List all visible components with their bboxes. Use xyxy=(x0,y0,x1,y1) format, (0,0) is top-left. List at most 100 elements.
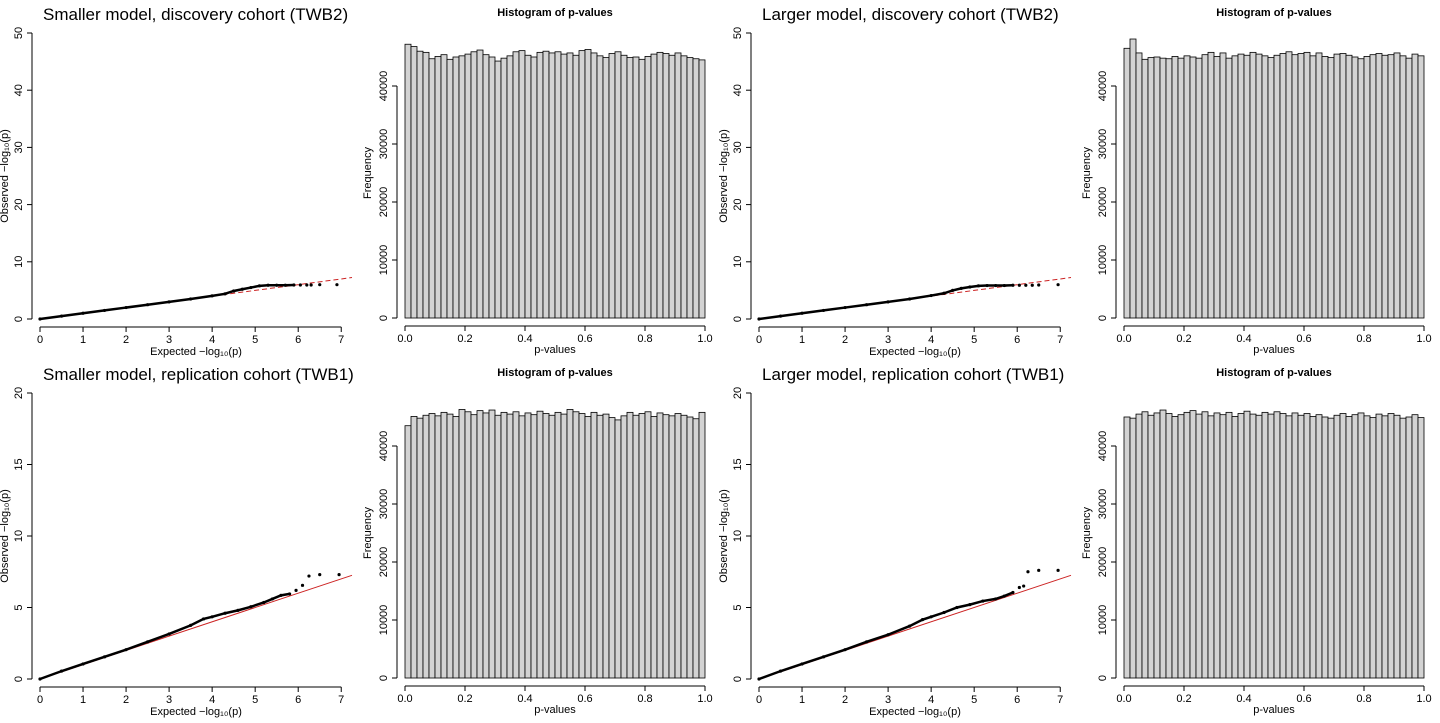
histogram-bar xyxy=(1417,417,1425,679)
y-axis-label: Frequency xyxy=(362,507,374,559)
histogram-bar xyxy=(1159,57,1167,319)
histogram-bar xyxy=(1411,53,1419,319)
histogram-bar xyxy=(506,55,514,319)
x-tick-label: 0.8 xyxy=(637,693,652,705)
histogram-bar xyxy=(422,414,430,679)
histogram-bar xyxy=(512,411,520,679)
y-tick-label: 0 xyxy=(378,315,390,321)
histogram-bar xyxy=(530,414,538,679)
data-point xyxy=(929,293,933,298)
x-tick-label: 0.4 xyxy=(1236,693,1251,705)
histogram-bar xyxy=(554,411,562,679)
data-point xyxy=(298,283,302,287)
histogram-bar xyxy=(1399,55,1407,319)
histogram-bar xyxy=(410,416,418,679)
histogram-bar xyxy=(512,51,520,319)
histogram-bar xyxy=(404,43,412,319)
histogram-bar xyxy=(608,53,616,319)
histogram-bar xyxy=(440,411,448,679)
histogram-bar xyxy=(1177,57,1185,319)
chart-title: Histogram of p-values xyxy=(1216,367,1332,379)
x-tick-label: 0.2 xyxy=(457,693,472,705)
x-tick-label: 6 xyxy=(1014,334,1020,346)
histogram-bar xyxy=(560,53,568,319)
histogram-bar xyxy=(500,411,508,679)
histogram-bar xyxy=(1303,51,1311,319)
histogram-bar xyxy=(428,413,436,679)
histogram-bar xyxy=(494,414,502,679)
histogram-bar xyxy=(1267,57,1275,319)
y-tick-label: 30 xyxy=(732,141,744,153)
x-tick-label: 1 xyxy=(80,334,86,346)
data-point xyxy=(59,669,64,673)
data-point xyxy=(210,294,214,298)
data-point xyxy=(757,317,761,321)
x-tick-label: 0.4 xyxy=(517,333,532,345)
y-axis-label: Frequency xyxy=(1081,147,1093,199)
x-tick-label: 0.6 xyxy=(1296,333,1311,345)
histogram-bar xyxy=(1141,58,1149,319)
x-axis-label: p-values xyxy=(534,344,576,356)
y-tick-label: 40000 xyxy=(378,431,390,462)
hist-small-discovery: Histogram of p-values 0.0 0.2 0.4 0.6 0.8 1.0 p… xyxy=(362,7,713,356)
y-tick-label: 0 xyxy=(1097,675,1109,681)
histogram-bar xyxy=(698,411,706,679)
x-tick-label: 3 xyxy=(885,694,891,706)
histogram-bar xyxy=(1153,412,1161,679)
x-tick-label: 0.2 xyxy=(1176,333,1191,345)
hist-small-replication: Histogram of p-values 0.0 0.2 0.4 0.6 0.8 1.0 p… xyxy=(362,367,713,716)
data-point xyxy=(968,603,972,607)
histogram-bar xyxy=(1213,56,1221,319)
histogram-bar xyxy=(578,413,586,679)
data-point xyxy=(305,283,309,287)
data-point xyxy=(942,291,946,295)
histogram-bar xyxy=(464,53,472,319)
histogram-bar xyxy=(572,54,580,319)
histogram-bar xyxy=(464,411,472,679)
histogram-bar xyxy=(1201,411,1209,679)
histogram-bar xyxy=(446,58,454,319)
y-tick-label: 40 xyxy=(13,84,25,96)
x-tick-label: 0.8 xyxy=(1356,693,1371,705)
histogram-bar xyxy=(692,418,700,679)
y-tick-label: 50 xyxy=(13,27,25,39)
histogram-bar xyxy=(698,59,706,319)
y-tick-label: 20 xyxy=(13,198,25,210)
qq-small-replication: Smaller model, replication cohort (TWB1)… xyxy=(0,365,354,718)
histogram-bar xyxy=(1207,415,1215,679)
histogram-bar xyxy=(1405,57,1413,319)
histogram-bar xyxy=(1171,56,1179,319)
histogram-bar xyxy=(602,413,610,679)
data-point xyxy=(223,292,227,296)
data-point xyxy=(1011,590,1015,595)
data-point xyxy=(266,283,270,287)
histogram-bar xyxy=(1315,414,1323,679)
x-tick-label: 5 xyxy=(252,334,258,346)
data-point xyxy=(843,648,847,652)
histogram-bar xyxy=(1183,55,1191,319)
histogram-bar xyxy=(1141,411,1149,679)
x-axis-label: Expected −log₁₀(p) xyxy=(869,706,961,718)
x-tick-label: 2 xyxy=(123,334,129,346)
histogram-bar xyxy=(542,413,550,679)
histogram-bar xyxy=(1237,53,1245,319)
histogram-bar xyxy=(1231,55,1239,319)
y-tick-label: 10 xyxy=(732,256,744,268)
data-point xyxy=(102,655,107,659)
histogram-bar xyxy=(458,55,466,319)
x-tick-label: 7 xyxy=(338,694,344,706)
x-axis-label: Expected −log₁₀(p) xyxy=(150,346,242,358)
histogram-bar xyxy=(416,417,424,679)
histogram-bar xyxy=(1369,417,1377,679)
histogram-bar xyxy=(494,60,502,319)
chart-title: Smaller model, discovery cohort (TWB2) xyxy=(43,5,348,24)
histogram-bar xyxy=(650,53,658,319)
x-axis-label: Expected −log₁₀(p) xyxy=(150,706,242,718)
data-point xyxy=(1022,584,1026,588)
data-point xyxy=(189,297,193,301)
data-point xyxy=(864,303,869,307)
histogram-bar xyxy=(1165,58,1173,319)
x-tick-label: 3 xyxy=(166,694,172,706)
x-tick-label: 0.6 xyxy=(1296,693,1311,705)
histogram-bar xyxy=(1219,52,1227,319)
